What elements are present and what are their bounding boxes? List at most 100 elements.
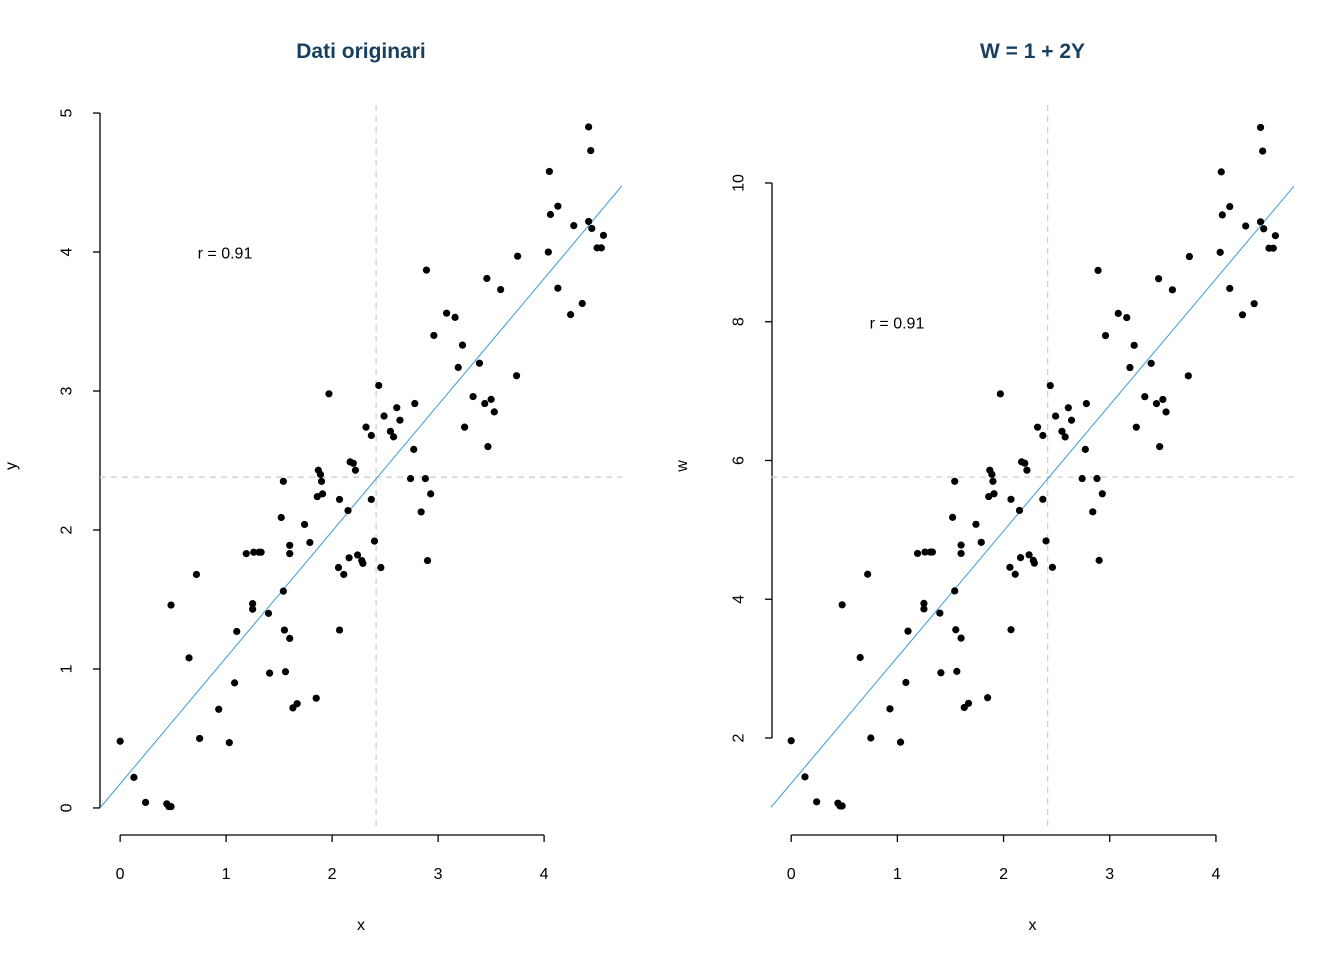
point (1159, 395, 1167, 404)
point (1007, 626, 1015, 634)
point (1147, 359, 1155, 367)
point (957, 634, 965, 642)
point (1226, 284, 1234, 293)
x-tick-label: 0 (787, 866, 796, 883)
y-tick-label: 10 (731, 174, 748, 192)
point (1185, 252, 1193, 261)
point (461, 423, 469, 431)
point (1033, 423, 1042, 431)
point (989, 477, 997, 485)
point (570, 222, 578, 230)
point (913, 549, 922, 558)
point (249, 600, 257, 608)
point (813, 798, 821, 806)
point (367, 431, 375, 440)
point (957, 541, 965, 549)
point (417, 508, 425, 516)
point (1023, 466, 1031, 474)
point (430, 331, 438, 340)
point (1064, 404, 1072, 412)
point (1156, 443, 1164, 451)
point (1218, 211, 1226, 219)
point (1011, 570, 1019, 578)
point (1067, 416, 1076, 424)
point (1021, 459, 1029, 467)
point (1256, 123, 1265, 132)
point (265, 669, 274, 677)
point (856, 653, 864, 662)
point (1081, 445, 1089, 453)
point (380, 412, 388, 420)
point (375, 381, 383, 390)
point (406, 474, 415, 483)
point (1126, 363, 1134, 372)
y-tick-label: 2 (731, 733, 748, 742)
point (544, 248, 552, 256)
point (1016, 554, 1025, 562)
point (451, 313, 459, 321)
point (554, 284, 562, 292)
point (396, 416, 404, 424)
point (1238, 311, 1247, 319)
point (951, 587, 959, 595)
point (1242, 222, 1250, 230)
point (279, 477, 287, 485)
point (886, 705, 894, 713)
point (1250, 300, 1258, 308)
point (442, 309, 451, 317)
point (1042, 537, 1050, 545)
point (317, 477, 326, 485)
point (334, 563, 343, 572)
point (423, 556, 432, 565)
y-tick-label: 8 (731, 317, 748, 326)
point (1260, 225, 1268, 233)
chart-title: W = 1 + 2Y (980, 40, 1085, 63)
point (353, 551, 362, 559)
point (293, 700, 301, 708)
point (1094, 266, 1102, 274)
point (362, 423, 370, 431)
point (990, 490, 998, 498)
point (1030, 559, 1038, 567)
y-axis-label: w (674, 460, 691, 473)
point (280, 626, 289, 634)
point (948, 513, 957, 521)
point (985, 492, 993, 501)
point (286, 634, 294, 643)
point (377, 563, 385, 572)
point (281, 668, 290, 676)
point (1082, 399, 1090, 408)
point (972, 520, 980, 528)
x-tick-label: 0 (116, 866, 125, 883)
regression-line (100, 185, 622, 809)
point (386, 427, 395, 435)
point (196, 734, 204, 743)
point (250, 548, 258, 556)
point (1162, 408, 1170, 416)
point (421, 474, 429, 483)
point (349, 459, 357, 467)
point (483, 274, 491, 283)
point (422, 266, 431, 274)
point (367, 495, 375, 504)
panel: W = 1 + 2Y 0 1 2 3 4 x 2 4 6 8 10 w r = 0.91 (674, 40, 1294, 934)
point (546, 210, 555, 219)
point (335, 495, 344, 504)
point (1271, 232, 1280, 240)
y-tick-label: 0 (59, 803, 76, 812)
point (141, 798, 150, 807)
point (904, 627, 912, 635)
point (1114, 309, 1122, 318)
point (1101, 332, 1110, 340)
point (300, 520, 309, 529)
point (937, 669, 945, 677)
point (902, 678, 910, 687)
point (1061, 433, 1069, 441)
point (359, 559, 367, 567)
x-tick-label: 3 (434, 866, 443, 883)
point (1216, 248, 1224, 256)
point (318, 490, 327, 498)
point (1095, 556, 1103, 564)
point (490, 408, 498, 416)
point (896, 738, 905, 746)
